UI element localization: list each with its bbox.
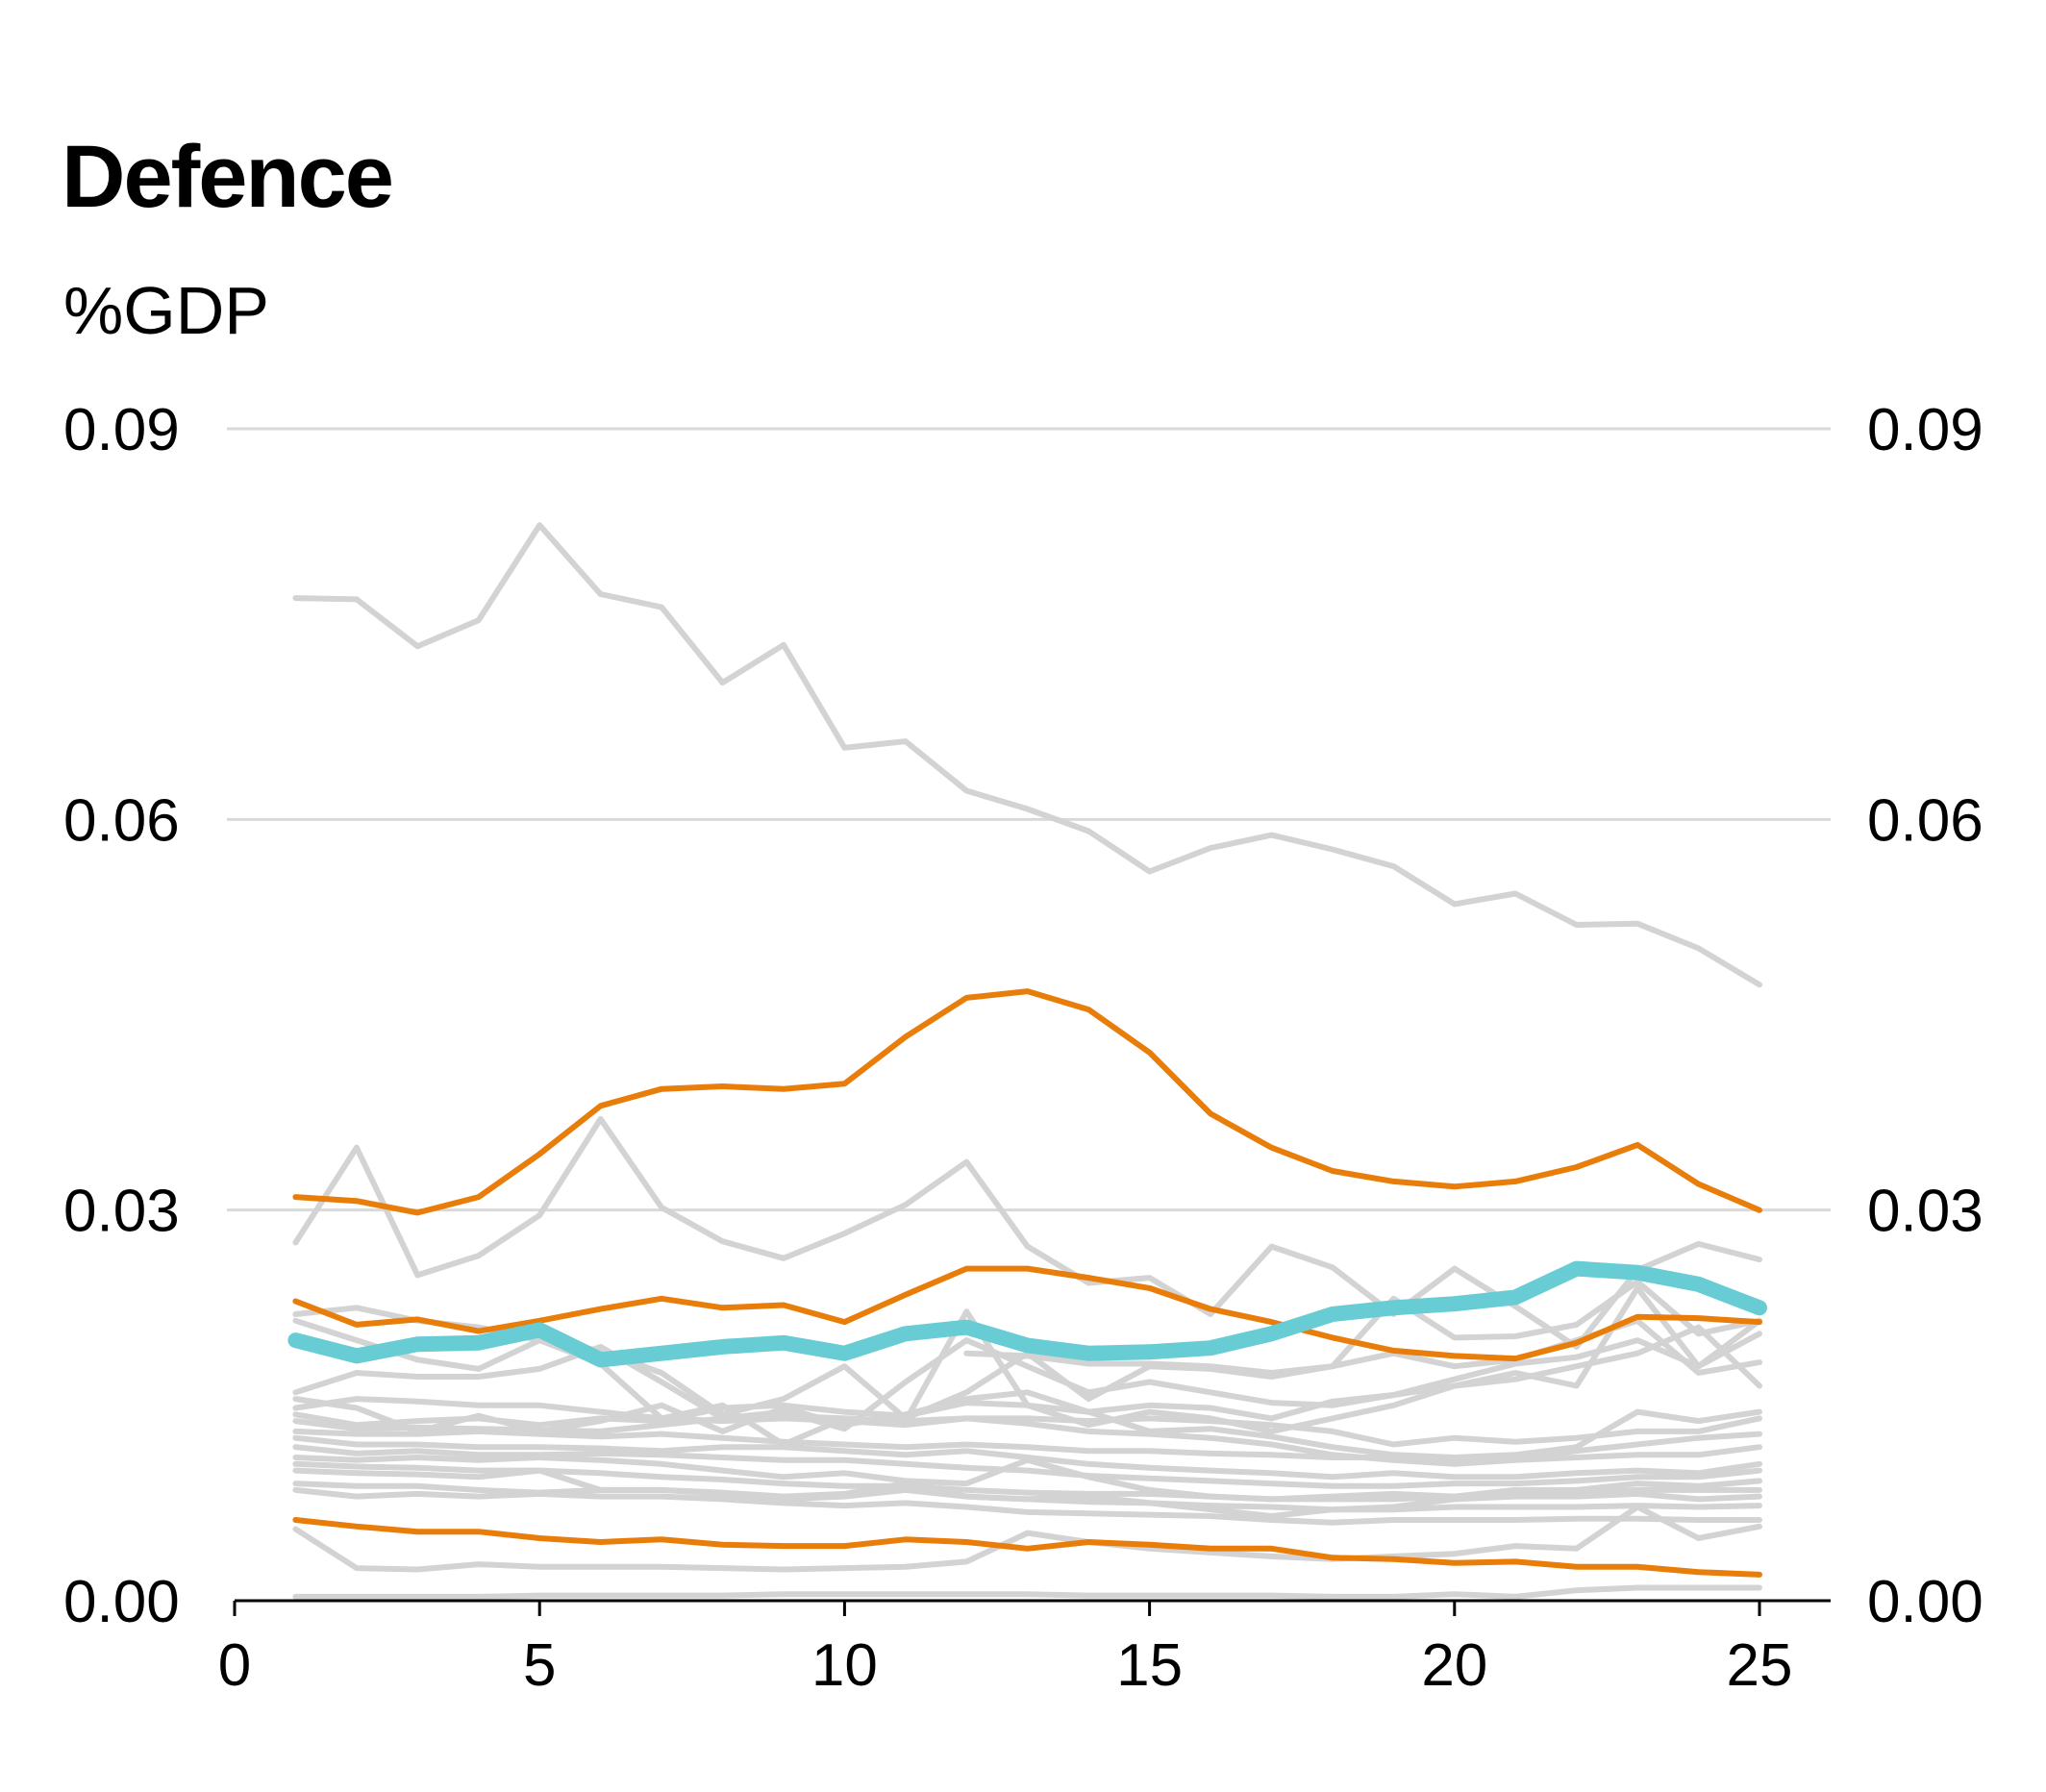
series-lines bbox=[287, 522, 1767, 1600]
background-series-line-1 bbox=[292, 1115, 1762, 1350]
chart-title: Defence bbox=[62, 128, 394, 226]
x-tick-label: 15 bbox=[1116, 1632, 1183, 1699]
background-series-line-13 bbox=[292, 1455, 1762, 1503]
x-tick-label: 5 bbox=[523, 1632, 556, 1699]
chart-unit-label: %GDP bbox=[63, 273, 269, 348]
highlight-series-line-20 bbox=[292, 988, 1762, 1216]
y-tick-label-left: 0.06 bbox=[63, 787, 180, 854]
background-series-line-7 bbox=[292, 1396, 1762, 1448]
y-tick-label-left: 0.00 bbox=[63, 1569, 180, 1635]
background-series-line-17 bbox=[292, 1486, 1762, 1526]
x-tick-label: 25 bbox=[1727, 1632, 1793, 1699]
background-series-line-8 bbox=[292, 1400, 1762, 1460]
y-tick-label-left: 0.09 bbox=[63, 397, 180, 463]
background-series-line-10 bbox=[292, 1428, 1762, 1463]
highlight-series-line-22 bbox=[292, 1517, 1762, 1578]
focus-series-line-23 bbox=[287, 1260, 1767, 1368]
axes: 0.00 0.00 0.03 0.03 0.06 0.06 0.09 0.09 0 5 10 15 20… bbox=[63, 397, 1984, 1699]
y-tick-label-right: 0.03 bbox=[1867, 1179, 1984, 1245]
background-series-line-0 bbox=[292, 522, 1762, 988]
gridlines bbox=[227, 427, 1831, 1212]
y-tick-label-left: 0.03 bbox=[63, 1179, 180, 1245]
x-tick-label: 0 bbox=[218, 1632, 251, 1699]
background-series-line-5 bbox=[292, 1331, 1762, 1432]
x-tick-label: 20 bbox=[1421, 1632, 1487, 1699]
background-series-line-19 bbox=[292, 1584, 1762, 1600]
background-series-line-18 bbox=[292, 1504, 1762, 1573]
y-tick-label-right: 0.09 bbox=[1867, 397, 1984, 463]
y-tick-label-right: 0.06 bbox=[1867, 787, 1984, 854]
highlight-series-line-21 bbox=[292, 1265, 1762, 1362]
x-tick-label: 10 bbox=[811, 1632, 878, 1699]
y-tick-label-right: 0.00 bbox=[1867, 1569, 1984, 1635]
